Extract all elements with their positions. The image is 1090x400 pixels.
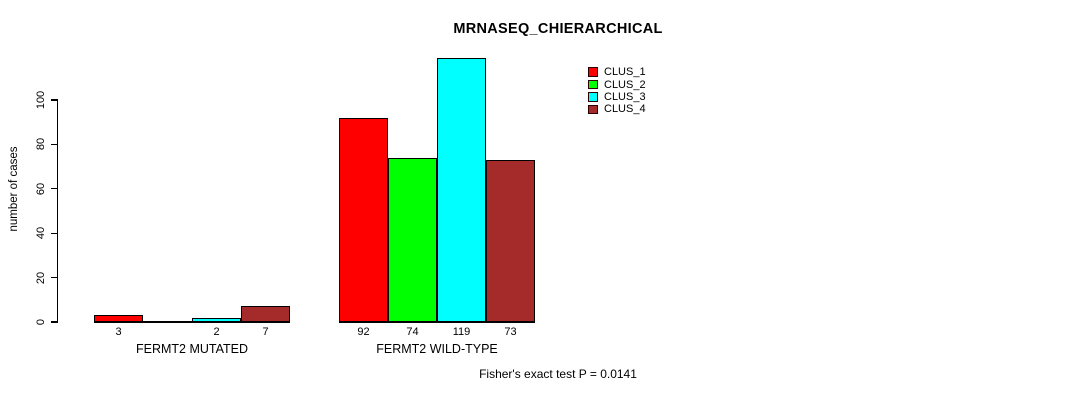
bar-clus_4-group1	[241, 306, 290, 322]
fisher-test-annotation: Fisher's exact test P = 0.0141	[479, 367, 637, 381]
y-axis-tick-80	[51, 143, 58, 146]
bar-clus_1-group2	[339, 117, 388, 322]
group-label-fermt2-wild-type: FERMT2 WILD-TYPE	[376, 342, 498, 356]
legend-swatch-icon	[588, 67, 598, 77]
legend-label: CLUS_3	[604, 90, 646, 103]
bar-clus_3-group1	[192, 317, 241, 322]
y-axis-tick-label-40: 40	[35, 227, 47, 240]
bar-clus_3-group2	[437, 57, 486, 322]
y-axis-tick-label-60: 60	[35, 182, 47, 195]
legend-label: CLUS_2	[604, 78, 646, 91]
y-axis-tick-label-100: 100	[35, 90, 47, 110]
y-axis-tick-label-0: 0	[35, 318, 47, 326]
legend-swatch-icon	[588, 79, 598, 90]
legend-swatch-icon	[588, 104, 598, 115]
bar-clus_4-group2	[486, 159, 535, 322]
y-axis-tick-100	[51, 99, 58, 101]
bar-value-label: 3	[115, 326, 122, 338]
legend-item-clus_1: CLUS_1	[588, 66, 646, 78]
y-axis-tick-0	[51, 321, 58, 323]
bar-value-label: 7	[262, 326, 269, 338]
y-axis-tick-60	[51, 188, 58, 190]
y-axis-line	[57, 99, 59, 323]
legend-item-clus_2: CLUS_2	[588, 78, 646, 91]
bar-value-label: 92	[357, 326, 370, 338]
bar-clus_2-group2	[388, 157, 437, 322]
y-axis-tick-label-80: 80	[35, 138, 47, 151]
y-axis-title: number of cases	[8, 146, 20, 232]
y-axis-tick-20	[51, 276, 58, 279]
bar-clus_1-group1	[94, 315, 143, 322]
legend-item-clus_3: CLUS_3	[588, 91, 646, 103]
legend-item-clus_4: CLUS_4	[588, 103, 646, 115]
legend-label: CLUS_4	[604, 103, 646, 116]
group-label-fermt2-mutated: FERMT2 MUTATED	[135, 342, 249, 356]
y-axis-tick-40	[51, 232, 58, 234]
legend-label: CLUS_1	[604, 66, 646, 79]
bar-value-label: 119	[452, 326, 471, 338]
bar-value-label: 74	[406, 326, 419, 338]
legend-swatch-icon	[588, 92, 598, 102]
bar-value-label: 73	[504, 326, 517, 338]
y-axis-tick-label-20: 20	[35, 271, 47, 284]
bar-value-label: 2	[213, 326, 220, 338]
chart-title: MRNASEQ_CHIERARCHICAL	[453, 21, 663, 37]
